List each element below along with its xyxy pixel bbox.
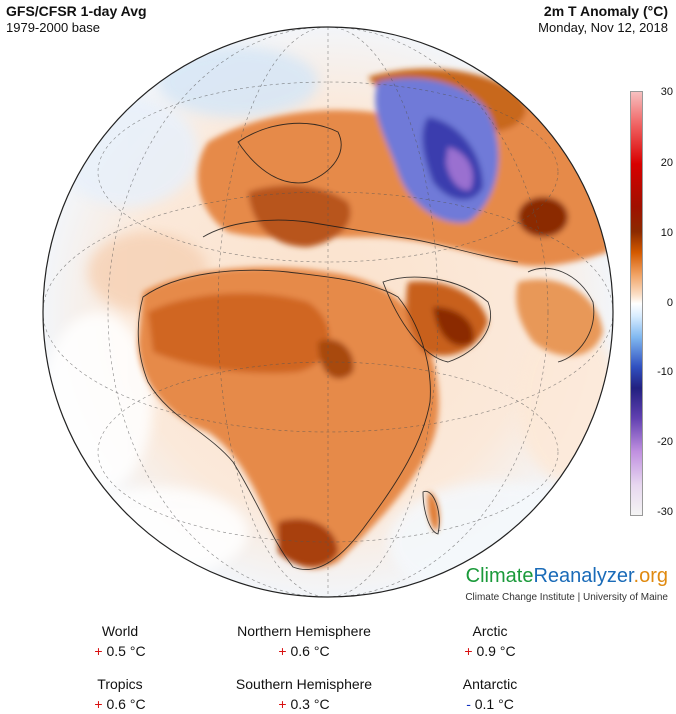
- stat-value: + 0.6 °C: [60, 696, 180, 712]
- stat-value: + 0.5 °C: [60, 643, 180, 659]
- stat-value: + 0.3 °C: [204, 696, 404, 712]
- stat-world: World + 0.5 °C: [60, 623, 180, 659]
- stat-number: 0.9 °C: [476, 643, 516, 659]
- stat-value: - 0.1 °C: [430, 696, 550, 712]
- brand-logo[interactable]: ClimateReanalyzer.org: [466, 565, 668, 588]
- stat-sign: +: [94, 696, 103, 712]
- stat-sign: +: [278, 696, 287, 712]
- stat-value: + 0.9 °C: [430, 643, 550, 659]
- stat-number: 0.3 °C: [290, 696, 330, 712]
- stat-label: Antarctic: [462, 676, 518, 692]
- stat-label: Tropics: [97, 676, 143, 692]
- stat-antarctic: Antarctic - 0.1 °C: [430, 676, 550, 712]
- stat-number: 0.5 °C: [106, 643, 146, 659]
- stat-number: 0.6 °C: [106, 696, 146, 712]
- stat-sign: -: [466, 696, 471, 712]
- colorbar-tick: -10: [657, 366, 673, 378]
- stat-sign: +: [94, 643, 103, 659]
- stat-label: Southern Hemisphere: [235, 676, 373, 692]
- map-subtitle: 1979-2000 base: [6, 20, 100, 35]
- stat-sign: +: [464, 643, 473, 659]
- map-title: GFS/CFSR 1-day Avg: [6, 3, 147, 19]
- stat-arctic: Arctic + 0.9 °C: [430, 623, 550, 659]
- stat-sign: +: [278, 643, 287, 659]
- stat-label: Northern Hemisphere: [237, 623, 371, 639]
- colorbar-tick: 10: [660, 227, 673, 239]
- colorbar-tick: 20: [660, 157, 673, 169]
- stat-northern-hemisphere: Northern Hemisphere + 0.6 °C: [204, 623, 404, 659]
- colorbar-tick: 30: [660, 86, 673, 98]
- brand-part-1: Climate: [465, 565, 534, 587]
- brand-part-2: Reanalyzer: [533, 565, 634, 587]
- colorbar: [630, 91, 643, 516]
- brand-part-3: .org: [633, 565, 668, 587]
- globe-svg: [42, 26, 614, 598]
- brand-subline: Climate Change Institute | University of…: [465, 592, 668, 603]
- colorbar-tick: 0: [666, 297, 673, 309]
- stat-label: World: [101, 623, 139, 639]
- globe-map: [38, 22, 618, 602]
- colorbar-tick: -20: [657, 436, 673, 448]
- stat-southern-hemisphere: Southern Hemisphere + 0.3 °C: [204, 676, 404, 712]
- colorbar-tick: -30: [657, 506, 673, 518]
- date-label: Monday, Nov 12, 2018: [538, 20, 668, 35]
- stat-number: 0.6 °C: [290, 643, 330, 659]
- stat-label: Arctic: [472, 623, 508, 639]
- stat-tropics: Tropics + 0.6 °C: [60, 676, 180, 712]
- variable-title: 2m T Anomaly (°C): [543, 3, 668, 19]
- stat-value: + 0.6 °C: [204, 643, 404, 659]
- stat-number: 0.1 °C: [474, 696, 514, 712]
